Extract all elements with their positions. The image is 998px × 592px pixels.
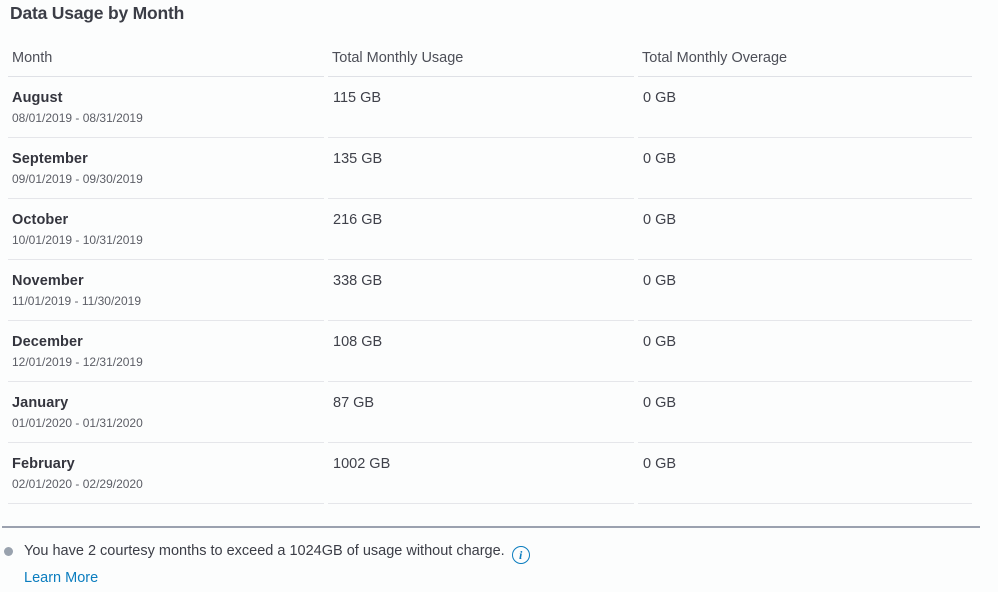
month-cell: November 11/01/2019 - 11/30/2019 [8,260,324,321]
overage-value: 0 GB [638,382,972,443]
month-date-range: 02/01/2020 - 02/29/2020 [12,477,143,491]
usage-table: Month Total Monthly Usage Total Monthly … [8,44,972,504]
usage-value: 87 GB [328,382,634,443]
month-name: January [12,395,69,411]
month-cell: August 08/01/2019 - 08/31/2019 [8,77,324,138]
month-date-range: 12/01/2019 - 12/31/2019 [12,355,143,369]
month-name: August [12,90,63,106]
month-name: October [12,212,69,228]
info-icon[interactable]: i [511,546,530,564]
month-name: November [12,273,84,289]
usage-value: 216 GB [328,199,634,260]
month-date-range: 01/01/2020 - 01/31/2020 [12,416,143,430]
month-cell: February 02/01/2020 - 02/29/2020 [8,443,324,504]
overage-value: 0 GB [638,199,972,260]
table-row: November 11/01/2019 - 11/30/2019 338 GB … [8,260,972,321]
table-row: January 01/01/2020 - 01/31/2020 87 GB 0 … [8,382,972,443]
month-cell: October 10/01/2019 - 10/31/2019 [8,199,324,260]
table-row: August 08/01/2019 - 08/31/2019 115 GB 0 … [8,77,972,138]
table-row: September 09/01/2019 - 09/30/2019 135 GB… [8,138,972,199]
column-header-month: Month [8,44,324,77]
footer-divider [2,526,980,528]
overage-value: 0 GB [638,443,972,504]
usage-value: 135 GB [328,138,634,199]
table-row: February 02/01/2020 - 02/29/2020 1002 GB… [8,443,972,504]
usage-value: 115 GB [328,77,634,138]
month-cell: January 01/01/2020 - 01/31/2020 [8,382,324,443]
overage-value: 0 GB [638,260,972,321]
overage-value: 0 GB [638,138,972,199]
bullet-icon [4,546,13,556]
month-date-range: 11/01/2019 - 11/30/2019 [12,294,141,308]
overage-value: 0 GB [638,77,972,138]
month-date-range: 08/01/2019 - 08/31/2019 [12,111,143,125]
month-cell: December 12/01/2019 - 12/31/2019 [8,321,324,382]
usage-value: 1002 GB [328,443,634,504]
month-name: September [12,151,88,167]
month-cell: September 09/01/2019 - 09/30/2019 [8,138,324,199]
month-name: February [12,456,75,472]
month-date-range: 10/01/2019 - 10/31/2019 [12,233,143,247]
column-header-usage: Total Monthly Usage [328,44,634,77]
overage-value: 0 GB [638,321,972,382]
table-body: August 08/01/2019 - 08/31/2019 115 GB 0 … [8,77,972,504]
table-row: October 10/01/2019 - 10/31/2019 216 GB 0… [8,199,972,260]
table-row: December 12/01/2019 - 12/31/2019 108 GB … [8,321,972,382]
usage-value: 338 GB [328,260,634,321]
month-name: December [12,334,83,350]
learn-more-link[interactable]: Learn More [24,570,99,586]
table-header-row: Month Total Monthly Usage Total Monthly … [8,44,972,77]
usage-value: 108 GB [328,321,634,382]
courtesy-note: You have 2 courtesy months to exceed a 1… [4,542,998,564]
page-title: Data Usage by Month [10,3,185,23]
column-header-overage: Total Monthly Overage [638,44,972,77]
courtesy-note-text: You have 2 courtesy months to exceed a 1… [24,542,530,564]
month-date-range: 09/01/2019 - 09/30/2019 [12,172,143,186]
courtesy-note-sentence: You have 2 courtesy months to exceed a 1… [24,542,505,559]
